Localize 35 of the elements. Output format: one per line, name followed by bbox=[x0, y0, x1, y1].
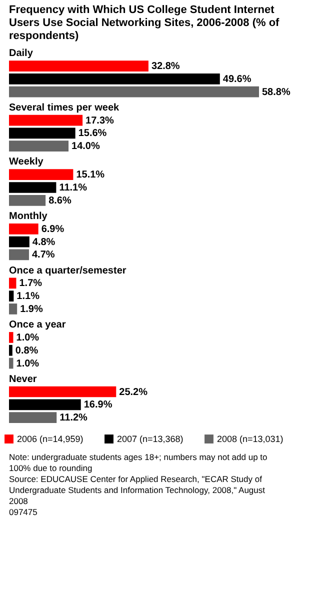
legend-label: 2007 (n=13,368) bbox=[117, 434, 184, 444]
data-label: 4.7% bbox=[32, 250, 55, 261]
y-tick-label: Several times per week bbox=[9, 102, 120, 114]
data-label: 15.1% bbox=[76, 170, 105, 181]
data-label: 8.6% bbox=[48, 195, 72, 206]
y-tick-label: Monthly bbox=[9, 211, 48, 222]
data-label: 4.8% bbox=[32, 236, 56, 248]
source-note: Source: EDUCAUSE Center for Applied Research, "ECAR Study of Undergraduate Students and Information Technology, 2008," August 2008 bbox=[9, 474, 266, 506]
data-label: 11.2% bbox=[60, 412, 88, 424]
data-label: 32.8% bbox=[151, 61, 180, 72]
y-tick-label: Once a year bbox=[9, 320, 66, 331]
data-label: 0.8% bbox=[15, 345, 38, 356]
data-label: 1.9% bbox=[20, 304, 43, 315]
legend-label: 2006 (n=14,959) bbox=[17, 434, 84, 444]
y-tick-label: Once a quarter/semester bbox=[9, 265, 126, 276]
data-label: 58.8% bbox=[262, 86, 290, 98]
data-label: 1.0% bbox=[16, 332, 40, 344]
data-label: 1.7% bbox=[19, 278, 42, 290]
data-label: 25.2% bbox=[119, 386, 148, 398]
y-tick-label: Weekly bbox=[9, 156, 44, 168]
legend-label: 2008 (n=13,031) bbox=[217, 434, 284, 444]
data-label: 17.3% bbox=[86, 115, 114, 126]
chart-title: Frequency with Which US College Student Internet Users Use Social Networking Sites, 2006-2008 (% of respondents) bbox=[9, 4, 280, 42]
data-label: 49.6% bbox=[222, 74, 252, 85]
data-label: 1.0% bbox=[16, 358, 40, 370]
y-tick-label: Daily bbox=[9, 48, 34, 60]
text: Note: undergraduate students ages 18+; numbers may not add up to 100% due to rounding bbox=[9, 452, 268, 473]
data-label: 11.1% bbox=[59, 182, 88, 194]
data-label: 16.9% bbox=[84, 400, 112, 411]
y-tick-label: Never bbox=[9, 374, 37, 385]
data-label: 15.6% bbox=[78, 128, 107, 140]
data-label: 1.1% bbox=[16, 291, 40, 302]
data-label: 14.0% bbox=[72, 141, 100, 152]
data-label: 6.9% bbox=[41, 224, 64, 235]
text: 097475 bbox=[9, 507, 38, 517]
